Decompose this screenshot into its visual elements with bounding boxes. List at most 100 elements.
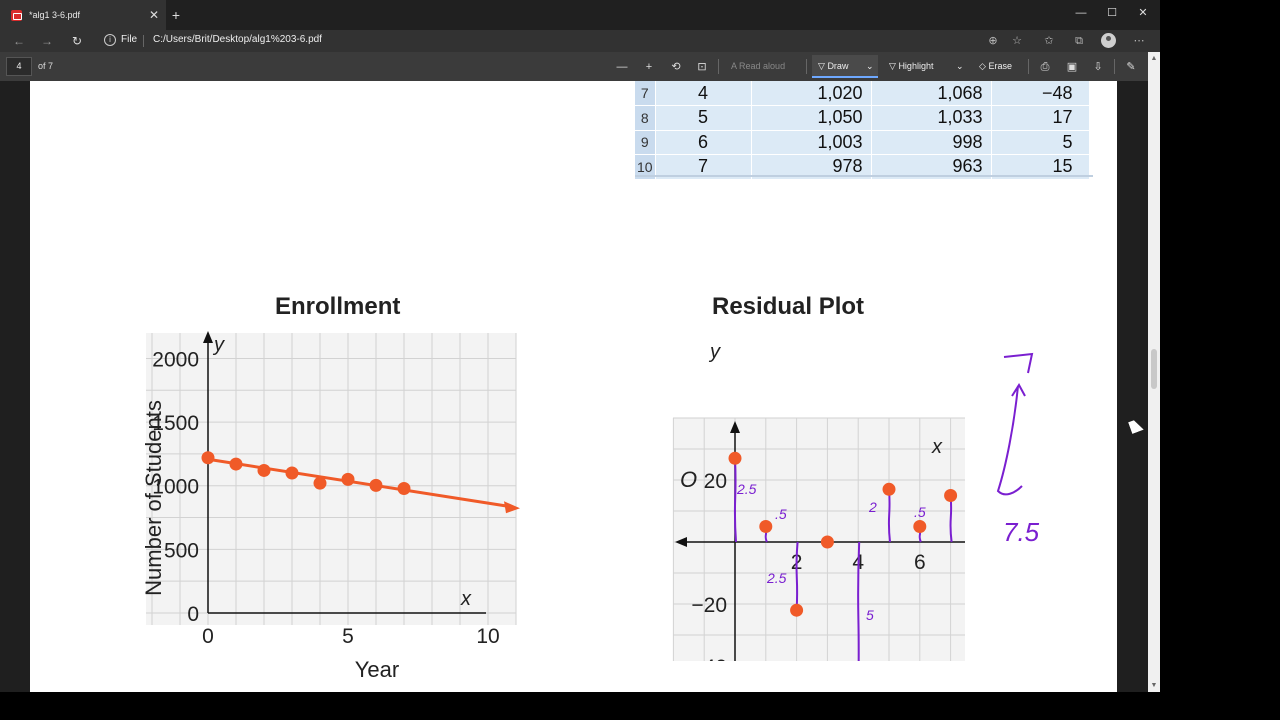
residual-data-point (759, 520, 773, 533)
erase-button[interactable]: ◇ Erase (979, 61, 1012, 72)
handwritten-residual-note: .5 (775, 506, 787, 522)
draw-pen-icon: ▽ (818, 61, 825, 71)
scroll-down-icon[interactable]: ▼ (1150, 682, 1158, 689)
residual-data-point (790, 603, 804, 617)
enrollment-x-tick: 5 (342, 625, 354, 648)
enrollment-x-tick: 10 (476, 625, 499, 648)
residual-data-point (882, 482, 896, 496)
refresh-icon[interactable]: ↻ (71, 34, 83, 48)
vertical-scrollbar[interactable]: ▲ ▼ (1148, 52, 1160, 692)
pdf-toolbar: 4 of 7 — + ⟲ ⊡ A Read aloud ▽ Draw ⌄ ▽ H… (0, 52, 1160, 81)
pin-toolbar-icon[interactable]: ✎ (1126, 61, 1136, 73)
residual-y-letter: y (708, 341, 721, 363)
print-icon[interactable]: ⎙ (1040, 61, 1050, 73)
fit-page-icon[interactable]: ⊡ (697, 61, 707, 73)
handwritten-notes: 7.5 (996, 352, 1040, 547)
profile-avatar-icon[interactable] (1101, 33, 1116, 48)
scroll-up-icon[interactable]: ▲ (1150, 55, 1158, 62)
browser-title-bar: *alg1 3-6.pdf ✕ + — ☐ ✕ (0, 0, 1160, 30)
pdf-viewer[interactable]: 7 4 1,020 1,068 −48 8 5 1,050 1,033 17 9 6 1,003 998 5… (0, 81, 1160, 692)
info-icon[interactable]: i (104, 34, 116, 46)
enrollment-x-tick: 0 (202, 625, 214, 648)
highlight-label: Highlight (898, 61, 934, 71)
new-tab-icon[interactable]: + (171, 7, 181, 23)
table-cell-x: 4 (655, 81, 752, 106)
residual-y-tick: −40 (691, 656, 727, 661)
scrollbar-thumb[interactable] (1151, 349, 1157, 389)
close-window-icon[interactable]: ✕ (1138, 7, 1148, 19)
save-as-icon[interactable]: ⇩ (1093, 61, 1103, 73)
enrollment-y-letter: y (212, 334, 225, 356)
taskbar-area (0, 692, 1280, 720)
table-row: 7 4 1,020 1,068 −48 (635, 81, 1090, 106)
save-icon[interactable]: ▣ (1066, 61, 1078, 73)
favorite-star-icon[interactable]: ☆ (1012, 35, 1022, 47)
minimize-icon[interactable]: — (1075, 7, 1087, 19)
enrollment-chart: y x 2000 1500 1000 500 00 5 10 Year Number of … (141, 331, 520, 681)
zoom-out-icon[interactable]: — (616, 61, 628, 73)
back-arrow-icon[interactable]: ← (13, 34, 25, 48)
table-cell-actual: 1,003 (751, 130, 872, 155)
table-cell-row: 9 (635, 130, 656, 155)
read-aloud-button[interactable]: A Read aloud (731, 61, 785, 71)
highlight-dropdown-icon[interactable]: ⌄ (956, 61, 964, 71)
residual-data-point (913, 520, 927, 533)
pdf-file-icon (11, 9, 22, 21)
enrollment-data-point (285, 466, 299, 480)
residual-plot-bg (673, 418, 965, 661)
draw-button[interactable] (812, 55, 878, 78)
enrollment-chart-title: Enrollment (275, 293, 401, 320)
toolbar-separator (718, 59, 719, 74)
residual-y-tick: −20 (691, 594, 727, 617)
enrollment-y-arrow (203, 331, 213, 343)
residual-chart-title: Residual Plot (712, 293, 865, 320)
residual-x-tick: 6 (914, 551, 926, 574)
table-cell-row: 8 (635, 105, 656, 131)
data-table: 7 4 1,020 1,068 −48 8 5 1,050 1,033 17 9 6 1,003 998 5… (635, 81, 1090, 180)
toolbar-separator (1028, 59, 1029, 74)
residual-x-arrow-left (675, 537, 687, 547)
enrollment-trend-arrow (504, 501, 520, 514)
url-field[interactable]: C:/Users/Brit/Desktop/alg1%203-6.pdf (153, 34, 322, 45)
collections-icon[interactable]: ⧉ (1075, 35, 1083, 47)
browser-tab[interactable]: *alg1 3-6.pdf ✕ (0, 0, 166, 30)
address-bar: ← → ↻ i File C:/Users/Brit/Desktop/alg1%… (0, 30, 1160, 52)
table-cell-residual: 5 (991, 130, 1090, 155)
table-cell-actual: 1,020 (751, 81, 872, 106)
handwritten-residual-note: 2 (868, 499, 877, 515)
residual-data-point (728, 451, 742, 465)
page-total: of 7 (38, 61, 54, 71)
draw-dropdown-icon[interactable]: ⌄ (866, 61, 874, 71)
eraser-icon: ◇ (979, 61, 986, 71)
tab-close-icon[interactable]: ✕ (148, 8, 160, 22)
enrollment-data-point (257, 463, 271, 477)
table-cell-residual: 17 (991, 105, 1090, 131)
toolbar-separator (806, 59, 807, 74)
read-aloud-label: Read aloud (739, 61, 786, 71)
residual-origin-label: O (680, 467, 697, 492)
enrollment-y-tick: 0 (187, 603, 199, 626)
handwritten-residual-line (857, 541, 861, 661)
table-cell-actual: 1,050 (751, 105, 872, 131)
table-cell-x: 6 (655, 130, 752, 155)
table-border (635, 175, 1093, 177)
enrollment-y-tick: 2000 (152, 348, 199, 371)
zoom-in-icon[interactable]: + (645, 61, 653, 73)
more-menu-icon[interactable]: ⋯ (1133, 35, 1145, 47)
maximize-icon[interactable]: ☐ (1107, 7, 1117, 19)
draw-label-group[interactable]: ▽ Draw (818, 61, 848, 72)
table-cell-x: 5 (655, 105, 752, 131)
enrollment-x-letter: x (460, 588, 472, 610)
enrollment-y-tick: 500 (164, 539, 199, 562)
highlight-button[interactable]: ▽ Highlight (889, 61, 933, 72)
handwritten-residual-line (949, 495, 953, 543)
favorites-icon[interactable]: ✩ (1044, 35, 1054, 47)
handwritten-residual-note: 5 (866, 607, 874, 623)
forward-arrow-icon[interactable]: → (41, 34, 53, 48)
tab-title: *alg1 3-6.pdf (29, 10, 81, 20)
handwritten-residual-note: 2.5 (736, 481, 757, 497)
handwritten-residual-note: .5 (914, 504, 926, 520)
zoom-icon[interactable]: ⊕ (988, 35, 998, 47)
page-number-input[interactable]: 4 (6, 57, 32, 76)
rotate-icon[interactable]: ⟲ (671, 61, 681, 73)
